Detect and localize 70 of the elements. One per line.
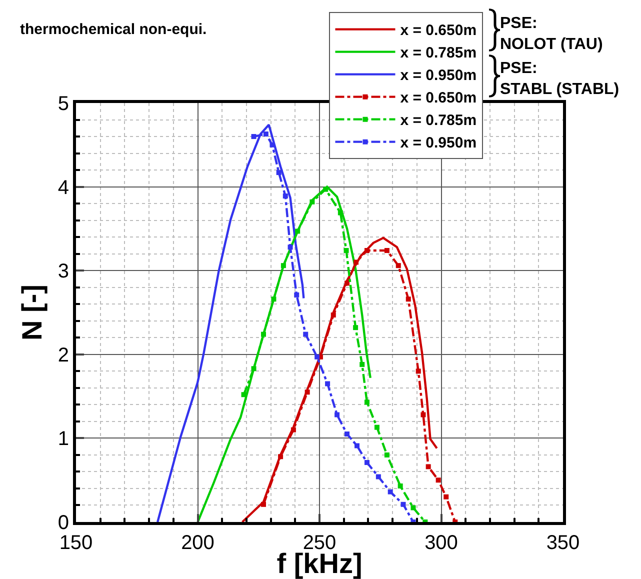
- point: [282, 194, 288, 199]
- point: [364, 460, 370, 465]
- point: [364, 248, 370, 253]
- x-tick-label: 350: [546, 532, 580, 554]
- point: [420, 412, 426, 418]
- point: [310, 199, 315, 204]
- y-tick-label: 4: [58, 176, 69, 199]
- legend-label: x = 0.950m: [400, 67, 477, 84]
- text: PSE: STABL (STABL): [500, 60, 620, 98]
- point: [426, 464, 431, 470]
- legend-label: x = 0.785m: [400, 112, 477, 130]
- point: [288, 244, 293, 250]
- point: [270, 142, 275, 148]
- point: [290, 427, 296, 432]
- point: [354, 260, 359, 265]
- point: [261, 332, 266, 337]
- point: [280, 263, 286, 268]
- point: [400, 502, 406, 507]
- point: [360, 362, 365, 367]
- y-axis-title: N [-]: [16, 284, 48, 340]
- point: [406, 296, 411, 302]
- point: [314, 354, 320, 360]
- point: [374, 424, 380, 430]
- point: [376, 474, 381, 480]
- point: [330, 312, 336, 318]
- legend-label: x = 0.785m: [400, 44, 477, 62]
- point: [241, 392, 246, 398]
- x-tick-label: 300: [424, 532, 458, 554]
- y-tick-label: 2: [58, 344, 69, 366]
- point: [364, 400, 370, 405]
- point: [353, 325, 358, 330]
- legend-label: x = 0.650m: [400, 22, 477, 40]
- point: [384, 248, 390, 253]
- point: [354, 443, 360, 448]
- point: [396, 263, 401, 268]
- point: [338, 210, 343, 216]
- point: [304, 390, 310, 395]
- point: [444, 494, 449, 500]
- point: [398, 483, 403, 488]
- y-tick-label: 3: [58, 260, 69, 283]
- point: [410, 505, 416, 510]
- y-tick-label: 0: [58, 512, 69, 534]
- point: [325, 381, 330, 386]
- point: [263, 132, 268, 137]
- text: PSE: NOLOT (TAU): [500, 15, 603, 53]
- point: [416, 368, 421, 374]
- point: [251, 134, 256, 140]
- point: [294, 292, 300, 298]
- point: [278, 454, 284, 460]
- point: [334, 412, 340, 418]
- legend-label: x = 0.650m: [400, 90, 477, 107]
- point: [295, 228, 300, 234]
- point: [388, 489, 393, 494]
- legend-label: x = 0.950m: [400, 134, 477, 152]
- point: [276, 170, 282, 176]
- point: [323, 186, 328, 192]
- point: [384, 452, 390, 458]
- x-tick-label: 150: [59, 532, 93, 554]
- y-tick-label: 5: [58, 93, 69, 115]
- point: [261, 502, 266, 507]
- point: [344, 280, 350, 286]
- point: [436, 478, 441, 483]
- point: [303, 332, 308, 337]
- x-tick-label: 200: [181, 532, 214, 554]
- point: [271, 296, 276, 302]
- point: [344, 248, 349, 253]
- y-tick-label: 1: [58, 428, 69, 450]
- point: [344, 432, 350, 437]
- point: [251, 366, 256, 372]
- text: thermochemical non-equi.: [20, 21, 207, 38]
